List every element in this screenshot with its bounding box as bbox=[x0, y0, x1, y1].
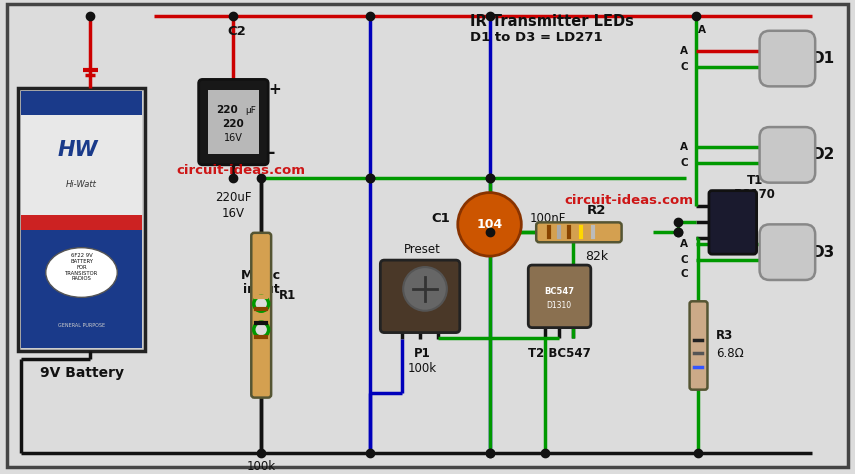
Text: T1: T1 bbox=[746, 174, 763, 187]
FancyBboxPatch shape bbox=[759, 127, 815, 182]
Text: D1 to D3 = LD271: D1 to D3 = LD271 bbox=[469, 31, 602, 44]
Text: C: C bbox=[681, 158, 688, 168]
Text: R1: R1 bbox=[279, 289, 297, 302]
Text: GENERAL PURPOSE: GENERAL PURPOSE bbox=[58, 323, 105, 328]
Text: D3: D3 bbox=[811, 245, 834, 260]
FancyBboxPatch shape bbox=[709, 191, 757, 254]
Bar bbox=[21, 115, 142, 215]
Text: input: input bbox=[243, 283, 280, 296]
FancyBboxPatch shape bbox=[7, 4, 848, 466]
Text: 16V: 16V bbox=[224, 133, 243, 143]
Text: 6F22 9V
BATTERY
FOR
TRANSISTOR
RADIOS: 6F22 9V BATTERY FOR TRANSISTOR RADIOS bbox=[65, 253, 98, 282]
Text: C2: C2 bbox=[227, 25, 245, 38]
Text: 6.8Ω: 6.8Ω bbox=[716, 347, 744, 360]
Bar bbox=[21, 215, 142, 230]
Text: circuit-ideas.com: circuit-ideas.com bbox=[177, 164, 306, 177]
Text: 220: 220 bbox=[216, 105, 239, 115]
Circle shape bbox=[404, 267, 447, 311]
Text: 9V Battery: 9V Battery bbox=[39, 366, 123, 380]
Text: A: A bbox=[698, 25, 706, 35]
Circle shape bbox=[457, 192, 522, 256]
Text: C: C bbox=[681, 255, 688, 265]
Circle shape bbox=[254, 322, 268, 337]
FancyBboxPatch shape bbox=[528, 265, 591, 328]
Text: BS170: BS170 bbox=[734, 188, 775, 201]
FancyBboxPatch shape bbox=[759, 224, 815, 280]
Text: μF: μF bbox=[245, 106, 256, 115]
FancyBboxPatch shape bbox=[759, 31, 815, 86]
Text: D1: D1 bbox=[811, 51, 834, 66]
Text: Music: Music bbox=[241, 270, 281, 283]
Text: Hi-Watt: Hi-Watt bbox=[66, 180, 97, 189]
Text: BC547: BC547 bbox=[544, 287, 574, 296]
Text: 100nF: 100nF bbox=[529, 212, 566, 225]
Text: Preset: Preset bbox=[404, 243, 440, 255]
FancyBboxPatch shape bbox=[18, 88, 145, 351]
FancyBboxPatch shape bbox=[690, 301, 707, 390]
Text: R2: R2 bbox=[587, 204, 606, 217]
Bar bbox=[21, 91, 142, 348]
Text: A: A bbox=[680, 239, 688, 249]
Text: 220: 220 bbox=[222, 119, 245, 129]
Text: IR Transmitter LEDs: IR Transmitter LEDs bbox=[469, 14, 634, 29]
Text: 82k: 82k bbox=[585, 250, 608, 263]
Text: -: - bbox=[268, 144, 275, 162]
Text: circuit-ideas.com: circuit-ideas.com bbox=[564, 194, 693, 207]
FancyBboxPatch shape bbox=[198, 80, 268, 165]
Ellipse shape bbox=[46, 248, 117, 297]
FancyBboxPatch shape bbox=[251, 233, 271, 398]
Text: C1: C1 bbox=[431, 212, 450, 225]
Text: P1: P1 bbox=[414, 347, 430, 360]
Text: D1310: D1310 bbox=[546, 301, 572, 310]
FancyBboxPatch shape bbox=[208, 91, 259, 154]
Circle shape bbox=[254, 296, 268, 311]
Text: 100k: 100k bbox=[408, 362, 437, 375]
Text: R3: R3 bbox=[716, 329, 733, 342]
FancyBboxPatch shape bbox=[536, 222, 622, 242]
Text: 220uF
16V: 220uF 16V bbox=[215, 191, 251, 220]
Text: D2: D2 bbox=[811, 147, 834, 163]
FancyBboxPatch shape bbox=[380, 260, 460, 333]
Text: C: C bbox=[681, 269, 688, 279]
Text: C: C bbox=[681, 62, 688, 72]
Text: T2 BC547: T2 BC547 bbox=[528, 347, 591, 360]
Text: A: A bbox=[680, 46, 688, 55]
Text: A: A bbox=[680, 142, 688, 152]
Text: 100k: 100k bbox=[246, 460, 276, 473]
Text: HW: HW bbox=[57, 140, 97, 160]
Text: +: + bbox=[268, 82, 281, 97]
Text: 104: 104 bbox=[476, 218, 503, 231]
